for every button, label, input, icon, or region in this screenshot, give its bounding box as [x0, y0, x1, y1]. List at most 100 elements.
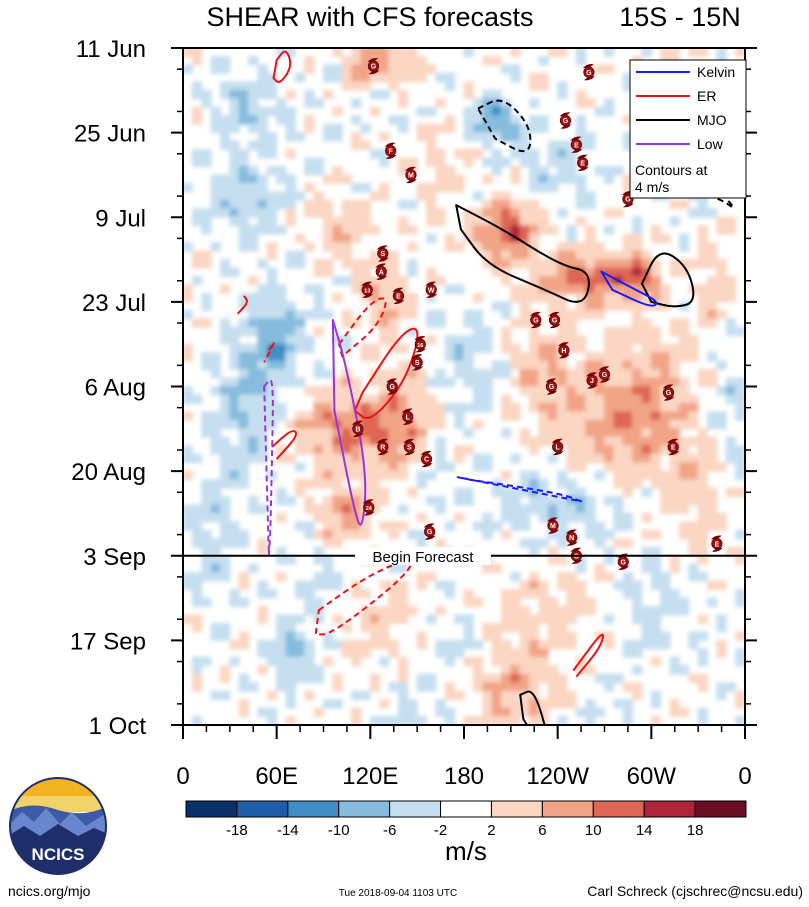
shear-cell — [285, 89, 296, 100]
shear-cell — [613, 352, 624, 362]
shear-cell — [604, 343, 615, 354]
shear-cell — [669, 589, 680, 599]
shear-cell — [285, 699, 296, 709]
shear-cell — [341, 504, 353, 514]
shear-cell — [201, 538, 212, 548]
shear-cell — [529, 682, 540, 692]
shear-cell — [323, 572, 334, 582]
shear-cell — [735, 631, 745, 641]
shear-cell — [369, 259, 381, 269]
shear-cell — [229, 445, 240, 455]
shear-cell — [491, 165, 502, 176]
shear-cell — [557, 386, 568, 396]
shear-cell — [397, 369, 409, 379]
shear-cell — [379, 453, 390, 464]
shear-cell — [360, 402, 371, 413]
shear-cell — [397, 157, 409, 167]
shear-cell — [566, 445, 577, 455]
shear-cell — [229, 115, 240, 125]
shear-cell — [369, 673, 381, 684]
shear-cell — [707, 597, 718, 608]
shear-cell — [323, 174, 334, 184]
shear-cell — [519, 208, 531, 218]
contour-er — [353, 327, 419, 420]
shear-cell — [697, 48, 709, 57]
y-tick-label: 17 Sep — [70, 628, 146, 655]
shear-cell — [313, 394, 324, 404]
tc-core — [386, 380, 398, 393]
tc-core — [598, 368, 611, 381]
shear-cell — [547, 699, 559, 709]
shear-cell — [604, 174, 615, 184]
shear-cell — [435, 98, 446, 108]
shear-cell — [519, 225, 531, 235]
shear-cell — [697, 648, 709, 658]
x-tick-label: 120W — [526, 763, 589, 790]
shear-cell — [426, 402, 437, 413]
shear-cell — [566, 496, 577, 506]
shear-cell — [529, 580, 540, 591]
shear-cell — [660, 352, 671, 362]
shear-cell — [463, 360, 474, 371]
shear-cell — [397, 48, 409, 57]
shear-cell — [500, 301, 512, 311]
shear-cell — [435, 699, 446, 709]
shear-cell — [304, 123, 315, 134]
shear-cell — [547, 428, 559, 438]
shear-cell — [210, 411, 221, 421]
shear-cell — [201, 496, 212, 506]
shear-cell — [388, 563, 399, 574]
shear-cell — [650, 360, 662, 371]
shear-cell — [716, 639, 727, 650]
shear-cell — [248, 123, 259, 134]
tc-label: G — [371, 64, 377, 71]
shear-cell — [482, 123, 493, 134]
shear-cell — [444, 648, 456, 658]
shear-cell — [248, 301, 259, 311]
shear-cell — [604, 436, 615, 447]
shear-cell — [613, 335, 624, 345]
shear-cell — [266, 369, 278, 379]
shear-cell — [510, 572, 521, 582]
shear-cell — [482, 707, 493, 718]
shear-cell — [472, 98, 484, 108]
shear-cell — [641, 546, 652, 557]
shear-cell — [257, 335, 268, 345]
shear-cell — [210, 191, 221, 201]
shear-cell — [622, 487, 634, 498]
shear-cell — [632, 428, 643, 438]
shear-cell — [191, 682, 203, 692]
shear-cell — [510, 589, 521, 599]
tc-label: 13 — [364, 288, 370, 294]
shear-cell — [716, 292, 727, 303]
shear-cell — [248, 402, 259, 413]
shear-cell — [332, 572, 343, 582]
logo-text: NCICS — [32, 845, 85, 864]
shear-cell — [248, 233, 259, 244]
shear-cell — [594, 419, 605, 430]
shear-cell — [557, 572, 568, 582]
shear-cell — [285, 259, 296, 269]
shear-cell — [566, 639, 577, 650]
shear-cell — [397, 462, 409, 472]
shear-cell — [678, 242, 690, 252]
shear-cell — [650, 301, 662, 311]
shear-cell — [660, 606, 671, 616]
shear-cell — [716, 216, 727, 227]
shear-cell — [201, 428, 212, 438]
shear-cell — [238, 402, 250, 413]
shear-cell — [229, 326, 240, 337]
shear-cell — [510, 352, 521, 362]
shear-cell — [416, 419, 428, 430]
shear-cell — [454, 639, 465, 650]
shear-cell — [257, 115, 268, 125]
shear-cell — [510, 606, 521, 616]
shear-cell — [622, 411, 634, 421]
shear-cell — [669, 259, 680, 269]
shear-cell — [688, 436, 699, 447]
shear-cell — [332, 462, 343, 472]
shear-cell — [547, 369, 559, 379]
shear-cell — [519, 140, 531, 151]
shear-cell — [285, 690, 296, 701]
shear-cell — [397, 377, 409, 387]
